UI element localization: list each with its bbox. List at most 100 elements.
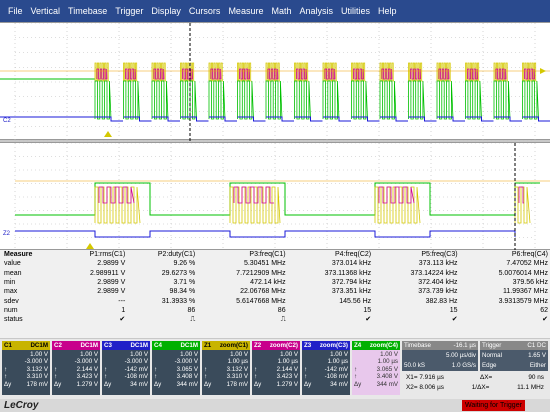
cell: 3.71 %	[173, 279, 196, 287]
cell: 379.56 kHz	[512, 279, 548, 287]
cell: 15	[449, 306, 458, 314]
channel-row-value: 1.00 V	[30, 351, 48, 358]
channel-tag: DC1M	[80, 342, 98, 349]
channel-row-label: ↑	[104, 365, 108, 373]
menu-vertical[interactable]: Vertical	[30, 6, 61, 16]
channel-box-c2[interactable]: C2 DC1M 1.00 V -3.000 V ↑ 2.144 V ↑ 3.423 V Δy 1.…	[52, 341, 100, 395]
channel-body: 1.00 V -3.000 V ↑ 2.144 V ↑ 3.423 V Δy 1.279 V	[52, 350, 100, 395]
channel-box-c1[interactable]: C1 DC1M 1.00 V -3.000 V ↑ 3.132 V ↑ 3.310 V Δy 17…	[2, 341, 50, 395]
c4-trace	[436, 80, 454, 120]
menu-utilities[interactable]: Utilities	[340, 6, 370, 16]
c4-trace	[265, 80, 283, 120]
channel-name: Z2	[254, 342, 262, 349]
zoom-waveform-grid[interactable]: Z2	[0, 142, 550, 251]
cell: 98.34 %	[169, 288, 196, 296]
zoom-waveform-svg[interactable]: Z2	[0, 143, 550, 251]
trigger-head: Trigger C1 DC	[480, 341, 548, 350]
channel-body: 1.00 V 1.00 µs ↑ 2.144 V ↑ 3.423 V Δy 1.279 V	[252, 350, 300, 395]
menu-trigger[interactable]: Trigger	[115, 6, 144, 16]
channel-row-label: ↑	[154, 365, 158, 373]
cell: 7.47052 MHz	[506, 260, 548, 268]
measure-col-p3[interactable]: P3:freq(C1)	[249, 251, 286, 259]
menu-analysis[interactable]: Analysis	[299, 6, 333, 16]
channel-box-c3[interactable]: C3 DC1M 1.00 V -3.000 V ↑ -142 mV ↑ -108 mV Δy 34…	[102, 341, 150, 395]
c3-trace	[152, 116, 180, 122]
main-waveform-grid[interactable]: C2	[0, 22, 550, 141]
cell: 5.30451 MHz	[243, 260, 286, 268]
measure-col-p4[interactable]: P4:freq(C2)	[334, 251, 372, 259]
c4-trace	[465, 80, 482, 120]
c3-trace	[323, 116, 351, 122]
channel-row: 1.00 V	[154, 351, 198, 358]
channel-row-value: 344 mV	[376, 380, 398, 388]
channel-row: Δy 1.279 V	[254, 381, 298, 388]
cell: 31.3933 %	[161, 297, 196, 305]
channel-row-label: ↑	[154, 373, 158, 381]
channel-row: ↑ 3.065 V	[154, 366, 198, 373]
measure-col-p2[interactable]: P2:duty(C1)	[157, 251, 196, 259]
cell: 372.794 kHz	[331, 279, 372, 287]
channel-row-value: 1.00 V	[330, 351, 348, 358]
channel-row-label: ↑	[204, 365, 208, 373]
menu-file[interactable]: File	[8, 6, 23, 16]
cell: 145.56 Hz	[339, 297, 372, 305]
channel-row-value: 344 mV	[176, 380, 198, 388]
c4-trace	[123, 80, 140, 120]
main-waveform-svg[interactable]: C2	[0, 23, 550, 141]
channel-row-label: Δy	[354, 380, 362, 388]
channel-head: Z4 zoom(C4)	[352, 341, 400, 350]
trigger-tag: C1 DC	[527, 342, 546, 349]
trigger-mode-row: Normal 1.65 V	[482, 351, 546, 361]
channel-row-value: 3.065 V	[376, 365, 398, 373]
table-row: value 2.9899 V 9.26 % 5.30451 MHz 373.01…	[0, 259, 550, 268]
channel-row-value: -108 mV	[124, 373, 148, 381]
c2-trace	[467, 68, 478, 80]
channel-tag: DC1M	[30, 342, 48, 349]
menu-cursors[interactable]: Cursors	[188, 6, 221, 16]
cell: 382.83 Hz	[425, 297, 458, 305]
timebase-descriptor[interactable]: Timebase -16.1 µs 5.00 µs/div 50.0 kS 1.0…	[402, 341, 478, 371]
channel-row: ↑ 3.423 V	[254, 373, 298, 380]
channel-row-value: 1.00 V	[180, 351, 198, 358]
channel-row-value: 1.279 V	[276, 380, 298, 388]
measure-col-p1[interactable]: P1:rms(C1)	[89, 251, 126, 259]
menu-timebase[interactable]: Timebase	[68, 6, 108, 16]
channel-row: Δy 344 mV	[354, 381, 398, 388]
trigger-descriptor[interactable]: Trigger C1 DC Normal 1.65 V Edge Either	[480, 341, 548, 371]
c3-trace	[408, 116, 437, 122]
channel-row: ↑ 2.144 V	[54, 366, 98, 373]
measure-col-p5[interactable]: P5:freq(C3)	[421, 251, 458, 259]
channel-row-value: 3.408 V	[176, 373, 198, 381]
menu-measure[interactable]: Measure	[228, 6, 264, 16]
cell: ---	[118, 297, 126, 305]
z2-trace	[378, 186, 415, 204]
c2-trace	[153, 68, 165, 80]
channel-row-value: 178 mV	[26, 380, 48, 388]
channel-row: Δy 178 mV	[204, 381, 248, 388]
channel-row-value: 2.144 V	[276, 365, 298, 373]
channel-tag: zoom(C4)	[369, 342, 398, 349]
cell: 9.26 %	[173, 260, 196, 268]
measure-col-p6[interactable]: P6:freq(C4)	[511, 251, 548, 259]
z1-trace	[94, 186, 141, 224]
table-row: num 1 86 86 15 15 62	[0, 306, 550, 315]
z4-trace	[15, 182, 540, 216]
c4-trace	[322, 80, 340, 120]
cursor-x2: X2= 8.006 µs	[406, 383, 444, 391]
menu-math[interactable]: Math	[271, 6, 292, 16]
channel-row-value: -142 mV	[124, 365, 148, 373]
cursor-x1: X1= 7.916 µs	[406, 374, 444, 381]
channel-box-c4[interactable]: C4 DC1M 1.00 V -3.000 V ↑ 3.065 V ↑ 3.408 V Δy 34…	[152, 341, 200, 395]
cell: 15	[363, 306, 372, 314]
channel-tag: zoom(C3)	[319, 342, 348, 349]
trigger-type: Edge	[482, 361, 497, 369]
menu-help[interactable]: Help	[378, 6, 397, 16]
channel-row-value: -3.000 V	[74, 358, 98, 366]
c2-trace	[210, 68, 222, 80]
channel-row: 1.00 µs	[304, 358, 348, 365]
menu-display[interactable]: Display	[151, 6, 181, 16]
channel-box-z3[interactable]: Z3 zoom(C3) 1.00 V 1.00 µs ↑ -142 mV ↑ -108 mV Δ…	[302, 341, 350, 395]
